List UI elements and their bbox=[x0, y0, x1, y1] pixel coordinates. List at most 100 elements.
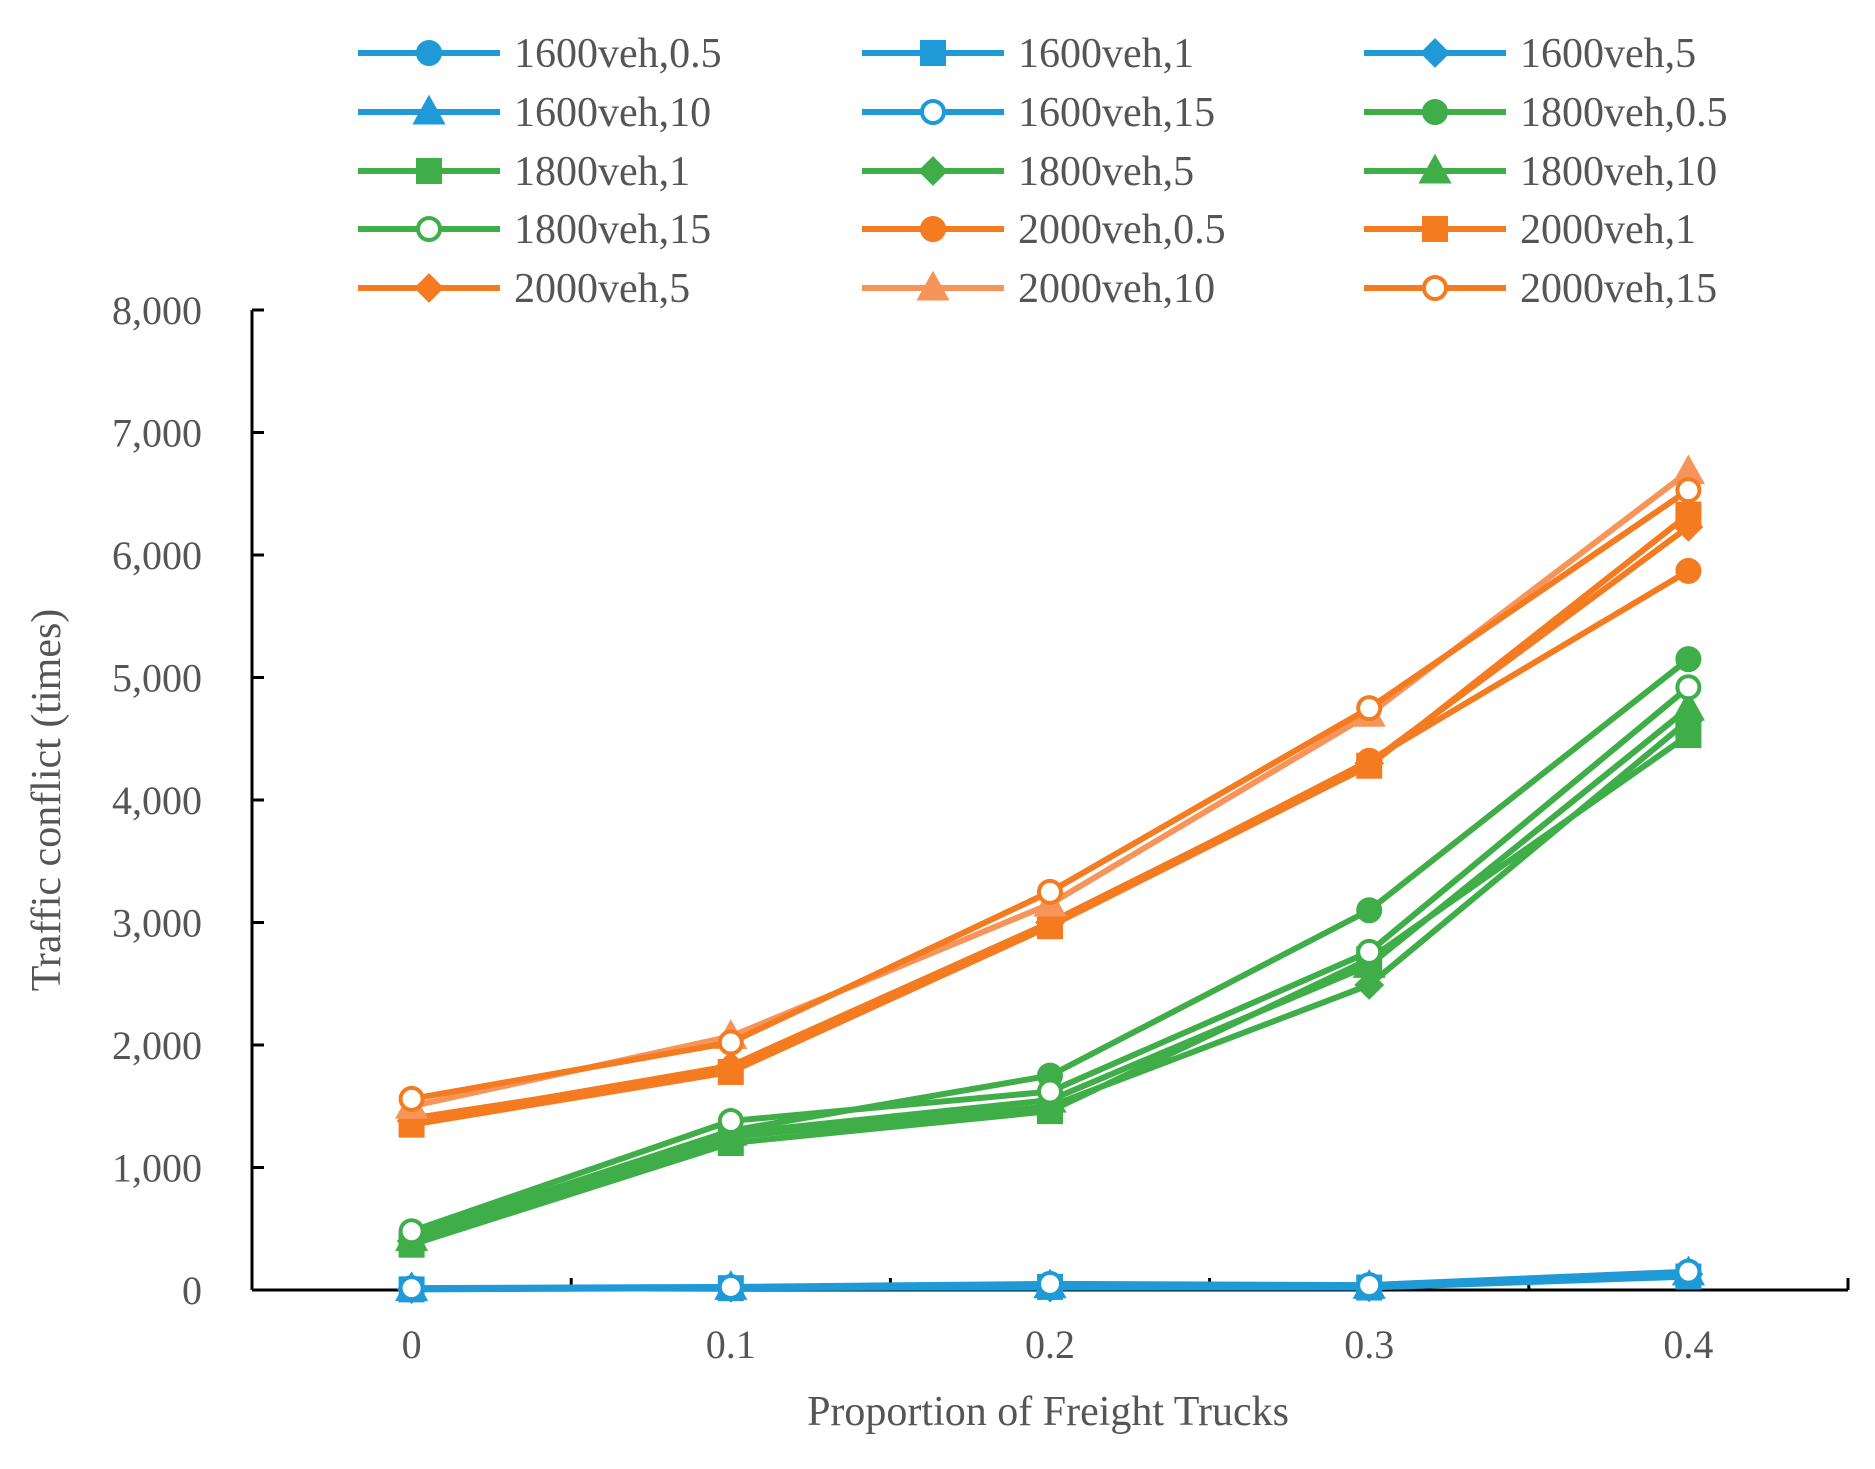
legend-marker bbox=[416, 216, 442, 242]
data-point bbox=[1037, 1270, 1063, 1297]
y-tick-label: 6,000 bbox=[112, 533, 202, 578]
legend-marker bbox=[920, 216, 946, 242]
series-line bbox=[411, 487, 1691, 1102]
legend-marker bbox=[1422, 216, 1448, 242]
series-line bbox=[410, 684, 1691, 1235]
y-tick-label: 7,000 bbox=[112, 411, 202, 456]
legend-marker bbox=[1420, 38, 1450, 68]
legend-item-1600veh-0-5: 1600veh,0.5 bbox=[358, 31, 722, 77]
legend-marker bbox=[414, 273, 444, 303]
data-point bbox=[398, 1218, 425, 1245]
series-2000veh-1 bbox=[398, 501, 1702, 1138]
legend-label: 2000veh,5 bbox=[514, 266, 690, 312]
y-axis: 0 1,000 2,000 3,000 4,000 5,000 6,000 7,000 8,00… bbox=[112, 288, 264, 1313]
series-2000veh-10 bbox=[395, 454, 1705, 1119]
legend-label: 1600veh,15 bbox=[1018, 90, 1215, 136]
data-point bbox=[1354, 748, 1385, 779]
data-point bbox=[717, 1273, 744, 1300]
legend-label: 1800veh,5 bbox=[1018, 149, 1194, 195]
data-point bbox=[1356, 897, 1383, 924]
legend-item-1800veh-1: 1800veh,1 bbox=[358, 149, 690, 195]
data-point bbox=[1356, 695, 1383, 722]
legend-label: 1800veh,1 bbox=[514, 149, 690, 195]
legend-item-1600veh-15: 1600veh,15 bbox=[862, 90, 1215, 136]
y-axis-title: Traffic conflict (times) bbox=[24, 609, 70, 992]
legend-item-2000veh-5: 2000veh,5 bbox=[358, 266, 690, 312]
data-point bbox=[398, 1085, 425, 1112]
data-point bbox=[1354, 970, 1385, 1000]
legend-item-2000veh-15: 2000veh,15 bbox=[1364, 266, 1717, 312]
series-line bbox=[410, 705, 1691, 1242]
series-2000veh-15 bbox=[398, 477, 1702, 1112]
series-line bbox=[410, 656, 1691, 1238]
y-tick-label: 1,000 bbox=[112, 1146, 202, 1191]
data-point bbox=[715, 1050, 746, 1081]
data-point bbox=[1356, 1272, 1383, 1299]
legend-marker bbox=[1422, 99, 1448, 125]
legend-marker bbox=[412, 94, 446, 125]
legend-label: 1800veh,0.5 bbox=[1520, 90, 1728, 136]
legend-marker bbox=[1418, 153, 1452, 184]
legend-item-1800veh-10: 1800veh,10 bbox=[1364, 149, 1717, 195]
series-2000veh-5 bbox=[396, 511, 1704, 1136]
legend-label: 1600veh,1 bbox=[1018, 31, 1194, 77]
legend-label: 1600veh,5 bbox=[1520, 31, 1696, 77]
series-1800veh-5 bbox=[396, 705, 1704, 1256]
data-point bbox=[1037, 878, 1063, 905]
legend-item-1800veh-5: 1800veh,5 bbox=[862, 149, 1194, 195]
legend-label: 1800veh,10 bbox=[1520, 149, 1717, 195]
y-tick-label: 4,000 bbox=[112, 778, 202, 823]
data-point bbox=[1675, 557, 1702, 584]
y-tick-label: 0 bbox=[182, 1268, 202, 1313]
y-tick-label: 8,000 bbox=[112, 288, 202, 333]
legend-marker bbox=[416, 158, 442, 184]
data-point bbox=[1673, 511, 1704, 542]
legend-marker bbox=[918, 156, 948, 186]
data-point bbox=[717, 1029, 744, 1056]
data-point bbox=[1671, 690, 1705, 721]
legend-marker bbox=[416, 40, 442, 66]
legend-item-2000veh-1: 2000veh,1 bbox=[1364, 207, 1696, 253]
legend-item-1600veh-5: 1600veh,5 bbox=[1364, 31, 1696, 77]
data-point bbox=[1675, 646, 1702, 673]
data-point bbox=[1675, 1258, 1702, 1285]
legend-item-1600veh-1: 1600veh,1 bbox=[862, 31, 1194, 77]
series-line bbox=[411, 512, 1691, 1128]
chart-legend: 1600veh,0.5 1600veh,1 1600veh,5 1600veh,10 1… bbox=[358, 31, 1728, 312]
legend-label: 1600veh,0.5 bbox=[514, 31, 722, 77]
legend-label: 2000veh,15 bbox=[1520, 266, 1717, 312]
legend-marker bbox=[916, 270, 950, 301]
x-tick-label: 0.4 bbox=[1663, 1322, 1713, 1367]
legend-item-1800veh-15: 1800veh,15 bbox=[358, 207, 711, 253]
x-axis-title: Proportion of Freight Trucks bbox=[807, 1389, 1289, 1435]
data-point bbox=[1356, 938, 1383, 965]
x-tick-label: 0 bbox=[402, 1322, 422, 1367]
series-1800veh-15 bbox=[398, 674, 1702, 1245]
data-point bbox=[1037, 1078, 1063, 1105]
legend-item-1600veh-10: 1600veh,10 bbox=[358, 90, 711, 136]
series-1600veh-15 bbox=[398, 1258, 1702, 1302]
legend-label: 1600veh,10 bbox=[514, 90, 711, 136]
data-point bbox=[398, 1275, 425, 1302]
y-tick-label: 2,000 bbox=[112, 1023, 202, 1068]
data-point bbox=[1675, 674, 1702, 701]
legend-label: 2000veh,10 bbox=[1018, 266, 1215, 312]
series-1800veh-0-5 bbox=[398, 646, 1702, 1248]
x-tick-label: 0.3 bbox=[1344, 1322, 1394, 1367]
data-point bbox=[717, 1107, 744, 1134]
legend-item-2000veh-0-5: 2000veh,0.5 bbox=[862, 207, 1226, 253]
y-tick-label: 3,000 bbox=[112, 901, 202, 946]
data-point bbox=[1675, 477, 1702, 504]
legend-marker bbox=[1422, 275, 1448, 301]
legend-label: 2000veh,1 bbox=[1520, 207, 1696, 253]
legend-item-1800veh-0-5: 1800veh,0.5 bbox=[1364, 90, 1728, 136]
legend-marker bbox=[920, 40, 946, 66]
series-2000veh-0-5 bbox=[398, 557, 1702, 1132]
data-point bbox=[1035, 907, 1065, 938]
series-line bbox=[410, 469, 1691, 1110]
legend-item-2000veh-10: 2000veh,10 bbox=[862, 266, 1215, 312]
legend-label: 1800veh,15 bbox=[514, 207, 711, 253]
x-tick-label: 0.2 bbox=[1025, 1322, 1075, 1367]
legend-marker bbox=[920, 99, 946, 125]
